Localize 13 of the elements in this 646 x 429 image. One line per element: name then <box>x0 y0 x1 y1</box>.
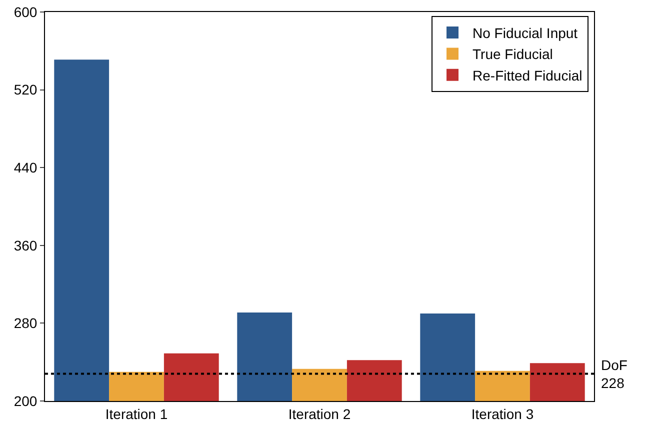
y-tick-label: 520 <box>14 82 38 98</box>
x-tick-label: Iteration 2 <box>288 406 351 422</box>
y-tick-label: 200 <box>14 392 38 409</box>
y-tick-label: 440 <box>14 160 38 176</box>
y-tick-label: 600 <box>14 4 38 20</box>
y-tick-label: 280 <box>14 315 38 332</box>
legend-label: No Fiducial Input <box>472 24 578 41</box>
legend-label: True Fiducial <box>472 46 553 62</box>
ref-line-label: DoF 228 <box>601 357 628 392</box>
x-tick-label: Iteration 1 <box>105 406 168 422</box>
legend-label: Re-Fitted Fiducial <box>472 67 582 84</box>
x-tick-label: Iteration 3 <box>471 406 534 422</box>
y-tick-label: 360 <box>14 237 38 254</box>
